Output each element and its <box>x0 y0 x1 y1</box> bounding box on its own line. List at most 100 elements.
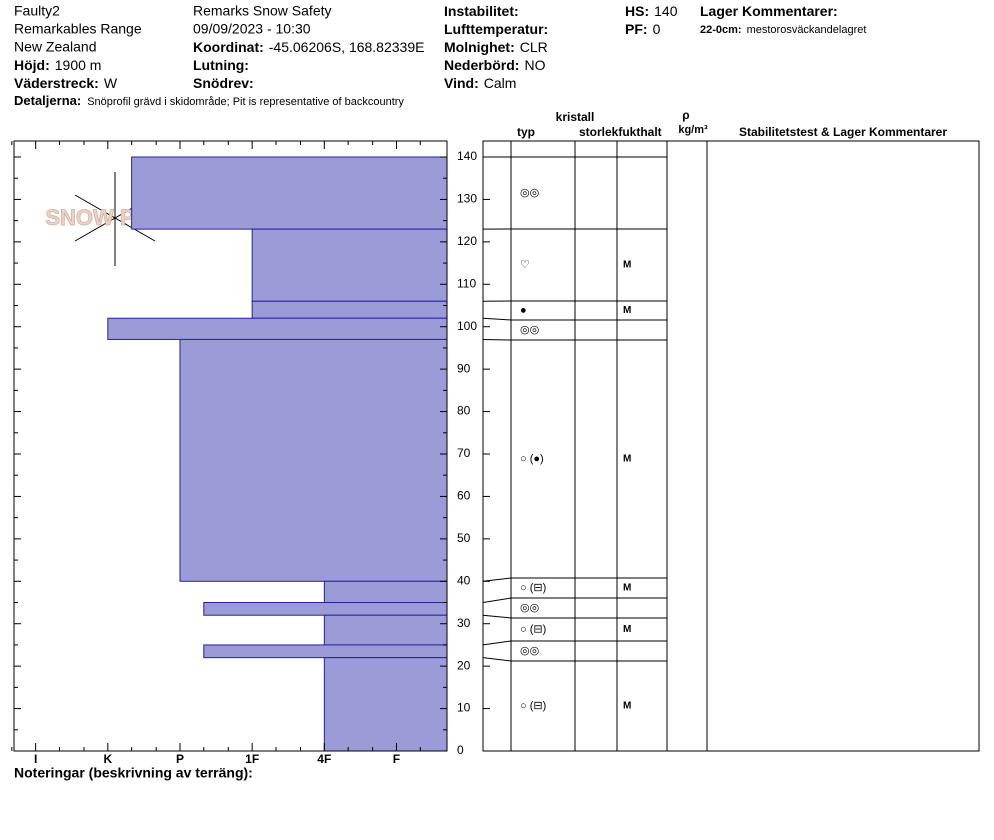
header-density: ρ <box>682 108 689 122</box>
header-field: HS: 140 <box>625 3 678 19</box>
field-label: 22-0cm: <box>700 24 742 36</box>
header-field: Remarkables Range <box>14 21 142 37</box>
y-tick-label: 90 <box>457 361 471 375</box>
x-tick-label: 4F <box>317 752 331 766</box>
moisture: M <box>623 260 631 271</box>
field-label: Molnighet: <box>444 39 515 55</box>
moisture: M <box>623 305 631 316</box>
hardness-bar <box>323 580 448 603</box>
field-label: Nederbörd: <box>444 57 519 73</box>
y-tick-label: 10 <box>457 701 471 715</box>
field-value: -45.06206S, 168.82339E <box>269 39 425 55</box>
hardness-bar <box>107 317 448 340</box>
hardness-bar <box>251 228 448 302</box>
field-label: Snödrev: <box>193 75 254 91</box>
plot-frame <box>13 140 448 752</box>
header-moisture: fukthalt <box>618 125 661 139</box>
header-type: typ <box>517 125 535 139</box>
layer-connector <box>482 317 667 321</box>
notes-label: Noteringar (beskrivning av terräng): <box>14 765 253 781</box>
field-label: PF: <box>625 21 648 37</box>
hardness-bar <box>323 657 448 752</box>
header-field: Vind: Calm <box>444 75 516 91</box>
grain-type: ● <box>520 304 527 316</box>
x-tick-label: K <box>103 752 112 766</box>
grain-type: ○ (●) <box>520 453 544 465</box>
moisture: M <box>623 624 631 635</box>
y-tick-label: 110 <box>457 276 476 290</box>
grain-type: ◎◎ <box>520 324 539 336</box>
field-label: Lager Kommentarer: <box>700 3 838 19</box>
grain-type: ◎◎ <box>520 645 539 657</box>
layer-connector <box>482 657 667 662</box>
header-field: Höjd: 1900 m <box>14 57 101 73</box>
layer-connector <box>482 597 667 603</box>
header-field: Koordinat: -45.06206S, 168.82339E <box>193 39 424 55</box>
x-tick-label: 1F <box>245 752 259 766</box>
field-value: mestorosväckandelagret <box>747 24 867 36</box>
header-field: Faulty2 <box>14 3 60 19</box>
field-label: Väderstreck: <box>14 75 99 91</box>
x-tick-label: I <box>34 752 37 766</box>
header-field: PF: 0 <box>625 21 661 37</box>
grain-type: ○ (⊟) <box>520 623 546 635</box>
field-value: W <box>104 75 118 91</box>
y-tick-label: 20 <box>457 658 471 672</box>
layer-connector <box>482 640 667 646</box>
y-tick-label: 120 <box>457 234 477 248</box>
y-tick-label: 40 <box>457 573 471 587</box>
y-tick-label: 80 <box>457 404 471 418</box>
header-field: Snödrev: <box>193 75 254 91</box>
header-field: 09/09/2023 - 10:30 <box>193 21 311 37</box>
field-value: 1900 m <box>55 57 102 73</box>
header-size: storlek <box>579 125 619 139</box>
grain-type: ○ (⊟) <box>520 700 546 712</box>
y-tick-label: 140 <box>457 149 477 163</box>
y-tick-label: 60 <box>457 489 471 503</box>
field-value: CLR <box>520 39 548 55</box>
field-value: 140 <box>654 3 678 19</box>
y-tick-label: 50 <box>457 531 471 545</box>
hardness-bar <box>251 300 448 319</box>
field-label: Koordinat: <box>193 39 264 55</box>
header-field: Instabilitet: <box>444 3 519 19</box>
hardness-bar <box>323 614 448 646</box>
field-label: Instabilitet: <box>444 3 519 19</box>
hardness-bar <box>203 644 448 659</box>
x-tick-label: F <box>393 752 400 766</box>
hardness-bar <box>131 156 448 230</box>
details-label: Detaljerna: <box>14 93 81 108</box>
y-tick-label: 30 <box>457 616 471 630</box>
header-field: Lufttemperatur: <box>444 21 548 37</box>
layer-connector <box>482 577 667 582</box>
header-field: Lager Kommentarer: <box>700 3 838 19</box>
y-tick-label: 70 <box>457 446 471 460</box>
x-tick-label: P <box>176 752 184 766</box>
details: Detaljerna: Snöprofil grävd i skidområde;… <box>14 93 404 108</box>
moisture: M <box>623 583 631 594</box>
header-field: Molnighet: CLR <box>444 39 548 55</box>
field-value: Calm <box>484 75 517 91</box>
header-field: New Zealand <box>14 39 97 55</box>
moisture: M <box>623 454 631 465</box>
field-label: Höjd: <box>14 57 50 73</box>
field-label: Lutning: <box>193 57 249 73</box>
header-field: Remarks Snow Safety <box>193 3 332 19</box>
field-value: NO <box>524 57 545 73</box>
hardness-bar <box>179 338 448 582</box>
grain-type: ◎◎ <box>520 187 539 199</box>
header-field: Väderstreck: W <box>14 75 118 91</box>
field-value: 0 <box>653 21 661 37</box>
table-frame <box>482 140 980 752</box>
y-tick-label: 0 <box>457 743 464 757</box>
field-label: Lufttemperatur: <box>444 21 548 37</box>
y-tick-label: 100 <box>457 319 477 333</box>
layer-connector <box>482 338 667 341</box>
grain-type: ◎◎ <box>520 602 539 614</box>
header-crystal: kristall <box>556 110 595 124</box>
hardness-bar <box>203 602 448 616</box>
header-density-unit: kg/m³ <box>678 124 708 136</box>
header-field: Lutning: <box>193 57 249 73</box>
field-label: Vind: <box>444 75 479 91</box>
